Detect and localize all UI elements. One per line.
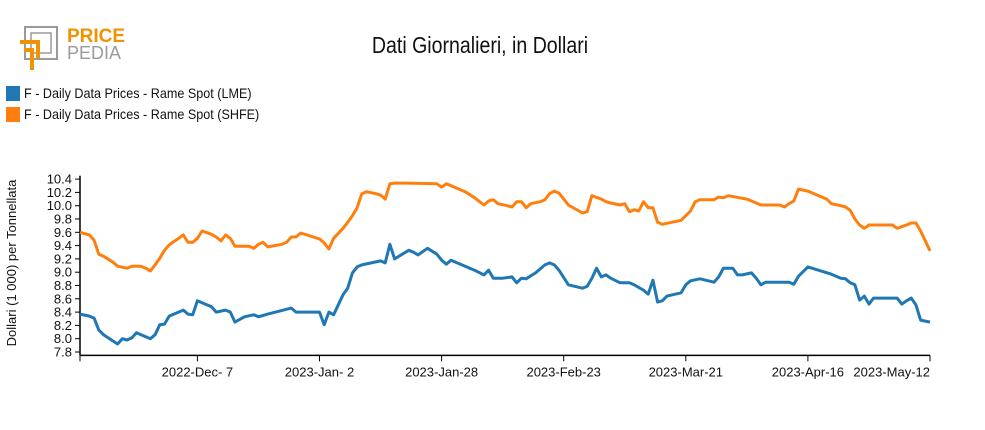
y-tick-label: 9.4 [54,238,72,253]
x-tick-label: 2023-Jan- 2 [285,364,354,379]
legend-swatch-shfe [6,106,20,122]
y-tick-label: 8.8 [54,278,72,293]
x-tick-label: 2023-Mar-21 [649,364,723,379]
svg-text:PRICE: PRICE [67,26,125,47]
legend-swatch-lme [6,85,20,101]
legend-label-lme: F - Daily Data Prices - Rame Spot (LME) [24,85,252,101]
legend-item-lme[interactable]: F - Daily Data Prices - Rame Spot (LME) [6,85,277,101]
x-tick-label: 2023-Feb-23 [526,364,600,379]
x-tick-label: 2023-Apr-16 [772,364,844,379]
y-tick-label: 10.2 [47,185,72,200]
y-tick-label: 10.4 [47,172,72,187]
series-line-lme [79,242,931,346]
y-tick-label: 9.2 [54,251,72,266]
y-tick-label: 9.0 [54,265,72,280]
y-axis-label: Dollari (1 000) per Tonnellata [4,179,19,346]
pricepedia-logo: PRICE PEDIA [20,26,125,70]
y-tick-label: 8.2 [54,318,72,333]
x-tick-label: 2023-Jan-28 [405,364,478,379]
y-tick-label: 8.4 [54,305,72,320]
legend-label-shfe: F - Daily Data Prices - Rame Spot (SHFE) [24,106,260,122]
chart-title: Dati Giornalieri, in Dollari [371,32,589,58]
svg-text:PEDIA: PEDIA [67,43,121,63]
legend-item-shfe[interactable]: F - Daily Data Prices - Rame Spot (SHFE) [6,106,285,122]
x-tick-label: 2022-Dec- 7 [162,364,234,379]
x-tick-label: 2023-May-12 [853,364,930,379]
y-tick-label: 10.0 [47,198,72,213]
y-tick-label: 8.6 [54,291,72,306]
y-tick-label: 8.0 [54,331,72,346]
y-tick-label: 9.8 [54,212,72,227]
y-tick-label: 9.6 [54,225,72,240]
series-line-shfe [79,181,932,273]
y-tick-label: 7.8 [54,345,72,360]
